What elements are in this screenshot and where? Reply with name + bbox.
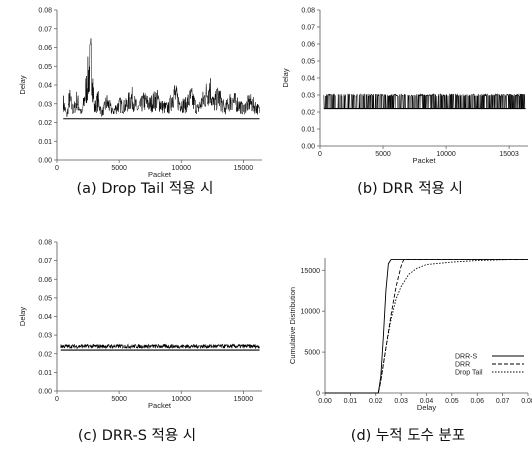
legend-label: Drop Tail	[455, 370, 483, 377]
x-tick-label: 15003	[499, 151, 519, 158]
x-tick-label: 0.04	[420, 398, 434, 405]
y-tick-label: 0.07	[301, 25, 315, 32]
x-tick-label: 0	[55, 165, 59, 172]
cdf-line-drr-s	[325, 259, 528, 394]
y-tick-label: 0.03	[38, 333, 52, 340]
x-tick-label: 0.05	[445, 398, 459, 405]
legend-label: DRR-S	[455, 354, 477, 361]
cdf-line-drop-tail	[325, 259, 508, 394]
x-tick-label: 10000	[436, 151, 456, 158]
y-axis-title: Delay	[18, 75, 27, 94]
y-tick-label: 0	[316, 391, 320, 398]
x-tick-label: 5000	[375, 151, 391, 158]
chart-panel-d: 0 5000 10000 15000 0.00 0.01 0.02 0.03 0.04 0.05 0…	[288, 258, 532, 444]
y-tick-label: 0.01	[38, 370, 52, 377]
x-tick-label: 0.03	[394, 398, 408, 405]
panel-caption: (a) Drop Tail 적용 시	[77, 180, 214, 197]
y-axis-title: Cumulative Distribution	[288, 287, 297, 364]
x-tick-label: 15000	[234, 165, 254, 172]
y-axis-title: Delay	[18, 307, 27, 326]
y-tick-label: 0.08	[38, 240, 52, 247]
y-tick-label: 0.07	[38, 258, 52, 265]
y-tick-label: 0.00	[301, 144, 315, 151]
x-tick-label: 0.02	[369, 398, 383, 405]
y-tick-label: 10000	[301, 309, 321, 316]
y-tick-label: 0.02	[38, 351, 52, 358]
cdf-line-drr	[325, 259, 528, 394]
x-tick-label: 0.07	[496, 398, 510, 405]
y-tick-label: 0.07	[38, 26, 52, 33]
x-tick-label: 0.08	[521, 398, 532, 405]
y-tick-label: 0.05	[38, 295, 52, 302]
chart-panel-b: 0.00 0.01 0.02 0.03 0.04 0.05 0.06 0.07 0.08 0 500…	[281, 8, 528, 197]
x-tick-label: 10000	[172, 396, 192, 403]
x-tick-label: 0	[55, 396, 59, 403]
x-axis-title: Packet	[148, 170, 172, 179]
x-tick-label: 5000	[111, 396, 127, 403]
x-axis-title: Packet	[148, 401, 172, 410]
x-tick-label: 0.06	[470, 398, 484, 405]
legend-label: DRR	[455, 362, 470, 369]
y-tick-label: 0.05	[301, 59, 315, 66]
x-tick-label: 0.00	[318, 398, 332, 405]
x-axis-title: Packet	[413, 156, 437, 165]
chart-panel-c: 0.00 0.01 0.02 0.03 0.04 0.05 0.06 0.07 0.08 0 500…	[18, 240, 262, 444]
y-tick-label: 15000	[301, 268, 321, 275]
y-tick-label: 0.04	[301, 76, 315, 83]
chart-panel-a: 0.00 0.01 0.02 0.03 0.04 0.05 0.06 0.07 0.08 0 500…	[18, 8, 262, 197]
delay-trace	[323, 92, 526, 109]
y-tick-label: 0.02	[301, 110, 315, 117]
y-tick-label: 0.00	[38, 389, 52, 396]
delay-trace	[62, 38, 260, 118]
y-tick-label: 0.02	[38, 120, 52, 127]
x-axis-title: Delay	[417, 403, 436, 412]
y-tick-label: 0.05	[38, 64, 52, 71]
panel-caption: (c) DRR-S 적용 시	[78, 427, 196, 444]
y-tick-label: 0.08	[301, 8, 315, 15]
delay-trace	[60, 343, 260, 350]
panel-caption: (b) DRR 적용 시	[357, 180, 463, 197]
y-tick-label: 0.06	[38, 45, 52, 52]
x-tick-label: 0	[318, 151, 322, 158]
y-tick-label: 0.01	[301, 127, 315, 134]
x-tick-label: 15000	[234, 396, 254, 403]
y-axis-title: Delay	[281, 68, 290, 87]
y-tick-label: 0.01	[38, 139, 52, 146]
y-tick-label: 5000	[304, 350, 320, 357]
y-tick-label: 0.03	[38, 101, 52, 108]
y-tick-label: 0.04	[38, 83, 52, 90]
y-tick-label: 0.03	[301, 93, 315, 100]
y-tick-label: 0.00	[38, 158, 52, 165]
x-tick-label: 10000	[172, 165, 192, 172]
y-tick-label: 0.08	[38, 8, 52, 15]
y-tick-label: 0.06	[301, 42, 315, 49]
y-tick-label: 0.06	[38, 277, 52, 284]
panel-caption: (d) 누적 도수 분포	[351, 427, 465, 444]
x-tick-label: 0.01	[344, 398, 358, 405]
x-tick-label: 5000	[111, 165, 127, 172]
y-tick-label: 0.04	[38, 314, 52, 321]
